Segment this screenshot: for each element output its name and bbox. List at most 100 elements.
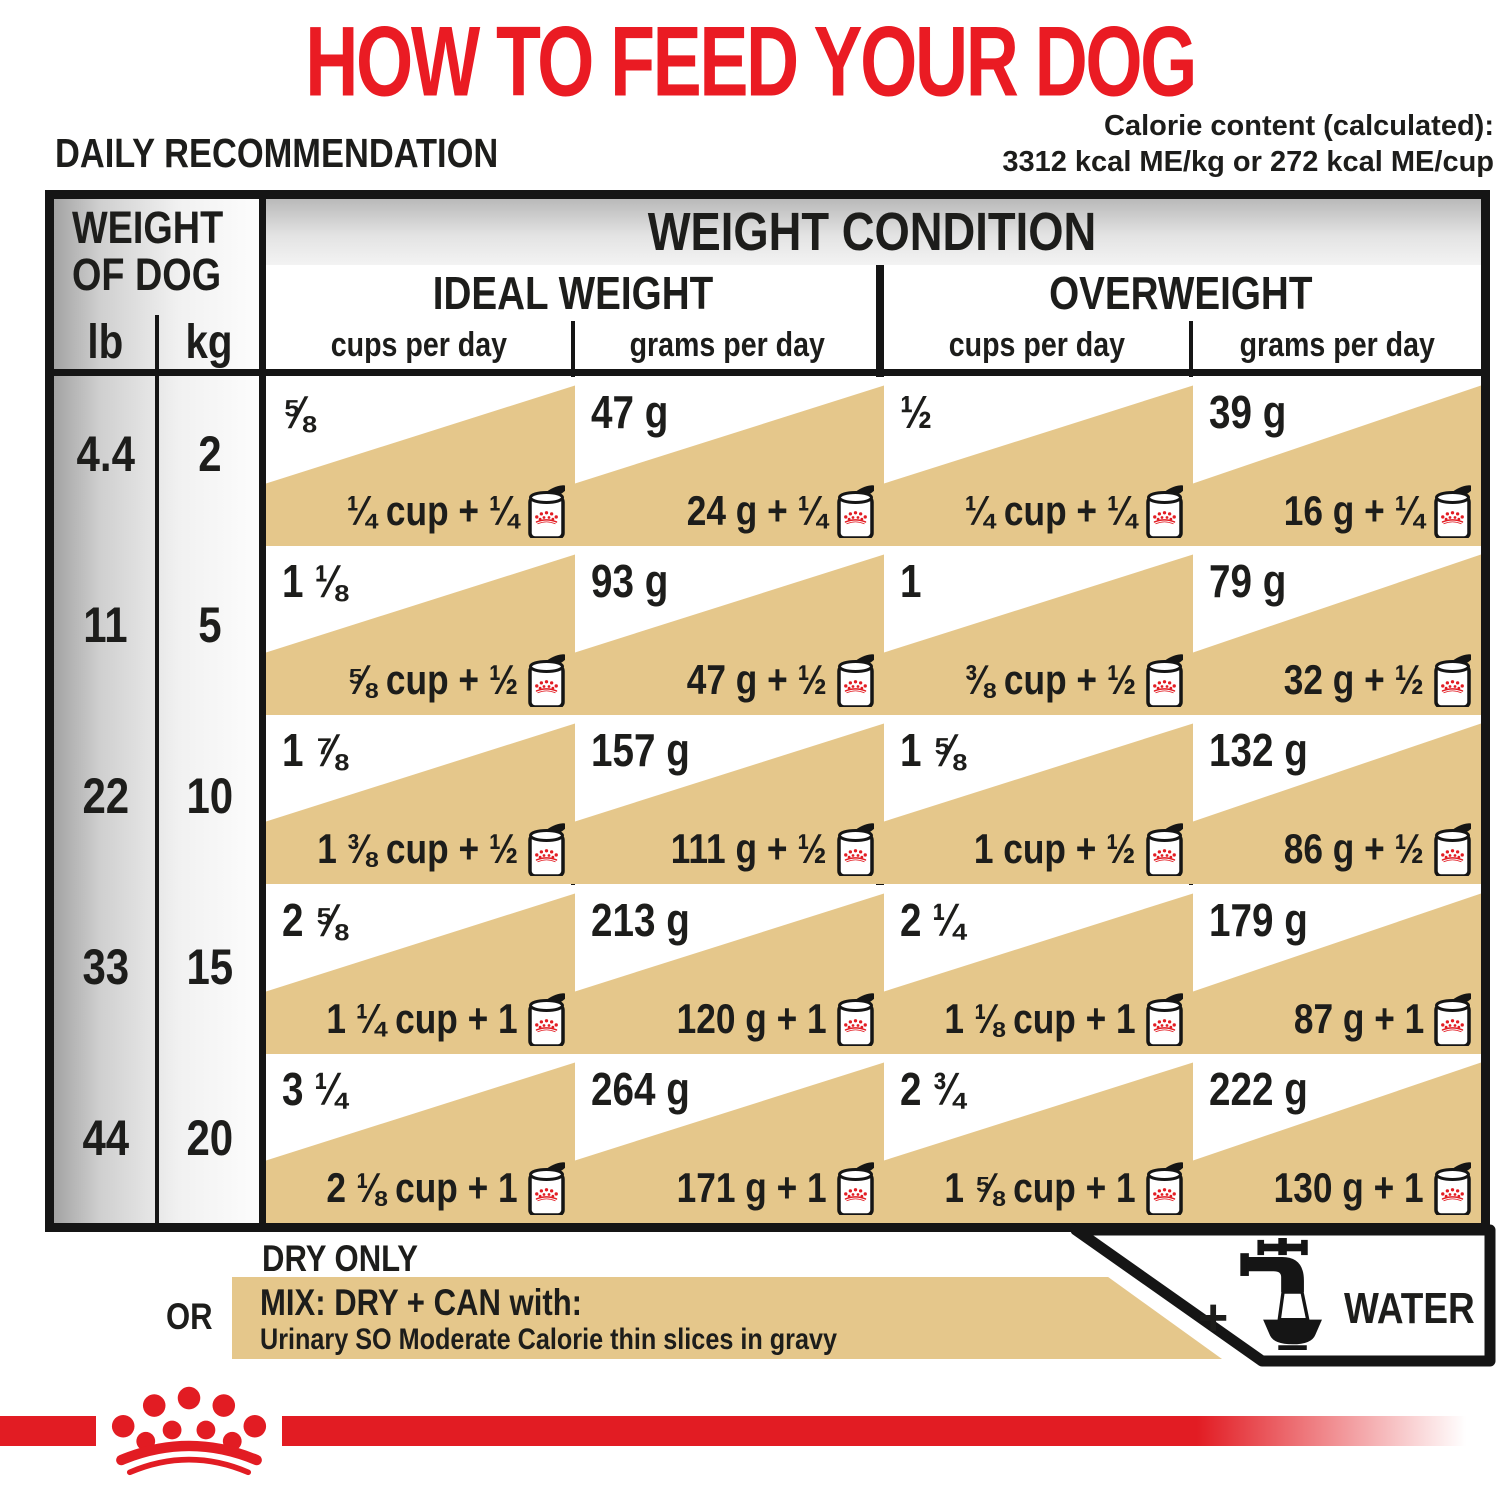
can-icon [1431, 653, 1471, 707]
cell-ideal-cups: ⅝ ¼ cup + ¼ [266, 377, 575, 546]
dry-value: 2 ¾ [900, 1063, 965, 1115]
dry-value: 1 [900, 555, 922, 607]
can-icon [1431, 822, 1471, 876]
mix-value: 1 ⅜ cup + ½ [279, 822, 565, 876]
kg-values-column: 2 5 10 15 20 [157, 369, 262, 1223]
cell-ideal-grams: 213 g 120 g + 1 [575, 885, 884, 1054]
cell-overweight-grams: 222 g 130 g + 1 [1193, 1054, 1481, 1223]
lb-value: 22 [82, 767, 129, 824]
cell-overweight-cups: 1 ⅝ 1 cup + ½ [884, 715, 1193, 884]
kg-value: 5 [197, 597, 222, 654]
dry-value: 3 ¼ [282, 1063, 347, 1115]
dry-value: ½ [900, 386, 933, 438]
mix-title: MIX: DRY + CAN with: [260, 1282, 583, 1323]
unit-lb-header: lb [87, 315, 124, 369]
dry-value: 264 g [591, 1063, 690, 1115]
page-title: HOW TO FEED YOUR DOG [305, 6, 1197, 118]
mix-value: 171 g + 1 [648, 1161, 874, 1215]
cell-overweight-grams: 79 g 32 g + ½ [1193, 546, 1481, 715]
mix-value: 111 g + ½ [641, 822, 874, 876]
can-icon [1431, 484, 1471, 538]
water-tap-icon [1240, 1238, 1322, 1350]
dry-value: ⅝ [282, 386, 315, 438]
dry-value: 1 ⅛ [282, 555, 347, 607]
mix-value: ¼ cup + ¼ [932, 484, 1183, 538]
calorie-note-line2: 3312 kcal ME/kg or 272 kcal ME/cup [1002, 146, 1494, 179]
mix-value: 2 ⅛ cup + 1 [290, 1161, 565, 1215]
mix-instruction-band: MIX: DRY + CAN with: Urinary SO Moderate… [232, 1277, 1222, 1359]
mix-value: 130 g + 1 [1245, 1161, 1471, 1215]
weight-of-dog-header: WEIGHT OF DOG [72, 202, 224, 300]
royal-canin-crown-icon [104, 1383, 274, 1477]
kg-value: 2 [197, 426, 222, 483]
lb-value: 33 [82, 938, 129, 995]
can-icon [1431, 1161, 1471, 1215]
cell-ideal-grams: 93 g 47 g + ½ [575, 546, 884, 715]
can-icon [834, 992, 874, 1046]
lb-value: 4.4 [76, 426, 135, 483]
dry-value: 2 ⅝ [282, 894, 347, 946]
weight-data-divider [259, 199, 266, 1223]
cell-overweight-cups: 1 ⅜ cup + ½ [884, 546, 1193, 715]
lb-values-column: 4.4 11 22 33 44 [54, 369, 157, 1223]
cell-ideal-cups: 3 ¼ 2 ⅛ cup + 1 [266, 1054, 575, 1223]
can-icon [1143, 992, 1183, 1046]
can-icon [525, 484, 565, 538]
can-icon [525, 653, 565, 707]
can-icon [834, 484, 874, 538]
can-icon [525, 992, 565, 1046]
can-icon [834, 1161, 874, 1215]
lb-value: 44 [82, 1109, 129, 1166]
cell-overweight-grams: 132 g 86 g + ½ [1193, 715, 1481, 884]
mix-value: ⅜ cup + ½ [932, 653, 1183, 707]
cell-ideal-cups: 1 ⅞ 1 ⅜ cup + ½ [266, 715, 575, 884]
cell-overweight-grams: 179 g 87 g + 1 [1193, 885, 1481, 1054]
mix-subtitle: Urinary SO Moderate Calorie thin slices … [260, 1323, 838, 1356]
mix-value: 86 g + ½ [1257, 822, 1471, 876]
table-row: 1 ⅞ 1 ⅜ cup + ½ 157 g 111 g + ½ 1 ⅝ 1 cu… [262, 715, 1481, 884]
kg-value: 15 [186, 938, 233, 995]
water-label: WATER [1344, 1284, 1475, 1333]
can-icon [1143, 1161, 1183, 1215]
dry-value: 93 g [591, 555, 669, 607]
calorie-note-line1: Calorie content (calculated): [1104, 110, 1494, 142]
ideal-cups-per-day-label: cups per day [330, 325, 507, 364]
mix-value: 32 g + ½ [1257, 653, 1471, 707]
dry-value: 2 ¼ [900, 894, 965, 946]
can-icon [834, 822, 874, 876]
mix-value: 1 ⅝ cup + 1 [908, 1161, 1183, 1215]
overweight-header: OVERWEIGHT [1048, 267, 1313, 319]
daily-recommendation-heading: DAILY RECOMMENDATION [55, 130, 499, 176]
can-icon [834, 653, 874, 707]
dry-only-label: DRY ONLY [262, 1238, 419, 1279]
dry-value: 179 g [1209, 894, 1308, 946]
mix-value: 87 g + 1 [1269, 992, 1471, 1046]
cell-ideal-grams: 47 g 24 g + ¼ [575, 377, 884, 546]
dry-value: 222 g [1209, 1063, 1308, 1115]
can-icon [1143, 653, 1183, 707]
mix-value: ¼ cup + ¼ [314, 484, 565, 538]
kg-value: 20 [186, 1109, 233, 1166]
can-icon [1431, 992, 1471, 1046]
feeding-table: WEIGHT OF DOG lb kg 4.4 11 22 33 44 2 5 … [45, 190, 1490, 1232]
mix-value: 1 ¼ cup + 1 [290, 992, 565, 1046]
kg-value: 10 [186, 767, 233, 824]
mix-value: 16 g + ¼ [1257, 484, 1471, 538]
lb-value: 11 [83, 597, 128, 654]
brand-logo-box [96, 1378, 282, 1482]
can-icon [525, 822, 565, 876]
cell-overweight-cups: 2 ¾ 1 ⅝ cup + 1 [884, 1054, 1193, 1223]
weight-condition-header: WEIGHT CONDITION [262, 199, 1481, 265]
cell-overweight-grams: 39 g 16 g + ¼ [1193, 377, 1481, 546]
mix-value: ⅝ cup + ½ [314, 653, 565, 707]
dry-value: 39 g [1209, 386, 1287, 438]
can-icon [525, 1161, 565, 1215]
dry-value: 157 g [591, 724, 690, 776]
cell-ideal-cups: 1 ⅛ ⅝ cup + ½ [266, 546, 575, 715]
table-row: 2 ⅝ 1 ¼ cup + 1 213 g 120 g + 1 2 ¼ 1 ⅛ … [262, 885, 1481, 1054]
dry-value: 79 g [1209, 555, 1287, 607]
cell-overweight-cups: ½ ¼ cup + ¼ [884, 377, 1193, 546]
dry-value: 1 ⅞ [282, 724, 347, 776]
dry-value: 213 g [591, 894, 690, 946]
mix-value: 120 g + 1 [648, 992, 874, 1046]
